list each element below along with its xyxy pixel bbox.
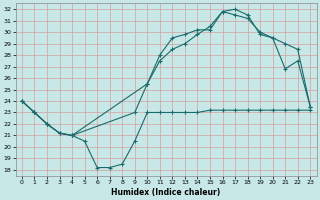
- X-axis label: Humidex (Indice chaleur): Humidex (Indice chaleur): [111, 188, 221, 197]
